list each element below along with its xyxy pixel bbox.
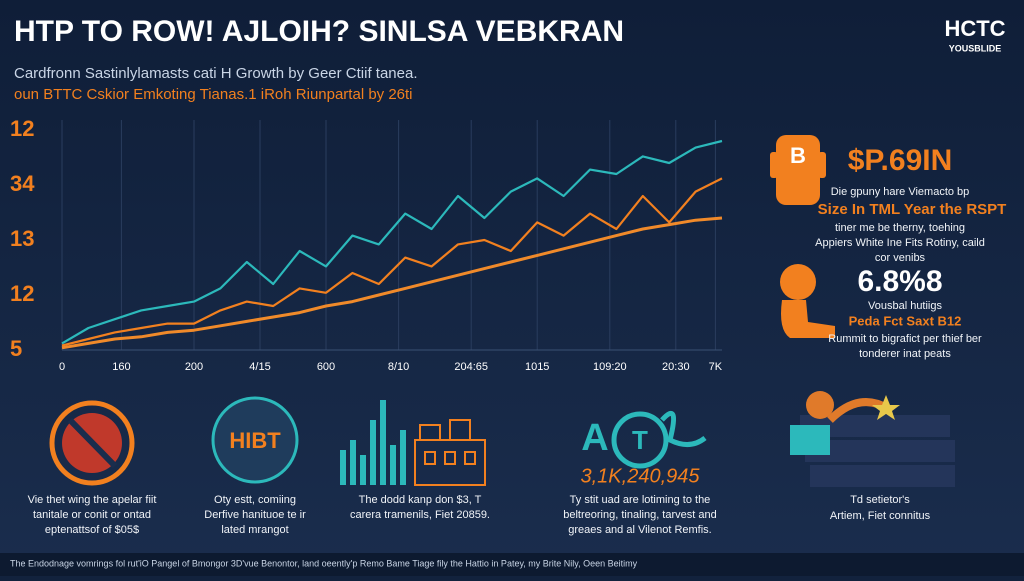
x-tick-label: 4/15 <box>249 361 270 373</box>
stat-text: Rummit to bigrafict per thief ber <box>828 333 982 345</box>
panel-text: Derfive hanituoe te ir <box>204 509 306 521</box>
y-tick-label: 12 <box>10 116 34 141</box>
x-tick-label: 1015 <box>525 361 549 373</box>
x-tick-label: 200 <box>185 361 203 373</box>
panel-text: Oty estt, comiing <box>214 494 296 506</box>
panel-value: 3,1K,240,945 <box>581 465 701 487</box>
icon-stack <box>790 391 955 487</box>
panel-text: beltreoring, tinaling, tarvest and <box>563 509 716 521</box>
panel-text: Artiem, Fiet connitus <box>830 510 931 522</box>
panel-text: The dodd kanp don $3, T <box>359 494 482 506</box>
badge-ear <box>818 152 826 178</box>
icon-ring <box>611 411 669 469</box>
badge <box>776 135 820 205</box>
subtitle: Cardfronn Sastinlylamasts cati H Growth … <box>14 65 418 82</box>
x-tick-label: 160 <box>112 361 130 373</box>
stat-text: Peda Fct Saxt B12 <box>849 313 962 328</box>
footer: The Endodnage vomrings fol rut'iO Pangel… <box>10 558 638 568</box>
y-tick-label: 5 <box>10 336 22 361</box>
icon-bars <box>340 400 406 485</box>
person-head <box>780 264 816 300</box>
panel-text: lated mrangot <box>221 524 288 536</box>
x-tick-label: 20:30 <box>662 361 690 373</box>
icon-tail <box>660 410 707 447</box>
icon-slash <box>67 417 118 469</box>
title: HTP TO ROW! AJLOIH? SINLSA VEBKRAN <box>14 15 624 48</box>
x-tick-label: 7K <box>709 361 723 373</box>
icon-text: T <box>632 425 648 455</box>
icon-text: A <box>581 417 608 459</box>
panel-text: eptenattsof of $05$ <box>45 524 139 536</box>
y-tick-label: 13 <box>10 226 34 251</box>
x-tick-label: 0 <box>59 361 65 373</box>
stat-text: tonderer inat peats <box>859 348 951 360</box>
panel-text: Td setietor's <box>850 494 910 506</box>
stat-text: tiner me be therny, toehing <box>835 222 965 234</box>
logo-sub: YOUSBLIDE <box>949 43 1002 53</box>
panel-text: Vie thet wing the apelar fiit <box>28 494 157 506</box>
icon-text: HIBT <box>229 428 281 453</box>
panel-text: Ty stit uad are lotiming to the <box>570 494 711 506</box>
subtitle: oun BTTC Cskior Emkoting Tianas.1 iRoh R… <box>14 86 413 103</box>
footer-bar <box>0 553 1024 576</box>
y-tick-label: 34 <box>10 171 35 196</box>
x-tick-label: 600 <box>317 361 335 373</box>
stat-text: Size In TML Year the RSPT <box>818 201 1007 218</box>
icon-ring <box>49 400 135 486</box>
x-tick-label: 8/10 <box>388 361 409 373</box>
panel-text: tanitale or conit or ontad <box>33 509 151 521</box>
logo: HCTC <box>944 16 1005 41</box>
icon-building <box>414 419 486 486</box>
x-tick-label: 109:20 <box>593 361 627 373</box>
stat-text: Vousbal hutiigs <box>868 300 942 312</box>
panel-text: carera tramenils, Fiet 20859. <box>350 509 490 521</box>
stat-text: Die gpuny hare Viemacto bp <box>831 186 970 198</box>
stat-value: $P.69IN <box>848 144 953 177</box>
stat-text: cor venibs <box>875 252 926 264</box>
icon <box>211 396 299 484</box>
stat-value: 6.8%8 <box>857 265 942 298</box>
person-body <box>781 300 835 338</box>
y-tick-label: 12 <box>10 281 34 306</box>
badge-ear <box>770 152 778 178</box>
x-tick-label: 204:65 <box>454 361 488 373</box>
series-line <box>61 177 723 347</box>
badge-text: B <box>790 143 806 168</box>
series-line <box>61 139 723 345</box>
stat-text: Appiers White Ine Fits Rotiny, caild <box>815 237 985 249</box>
panel-text: greaes and al Vilenot Remfis. <box>568 524 712 536</box>
series-line <box>61 216 723 350</box>
